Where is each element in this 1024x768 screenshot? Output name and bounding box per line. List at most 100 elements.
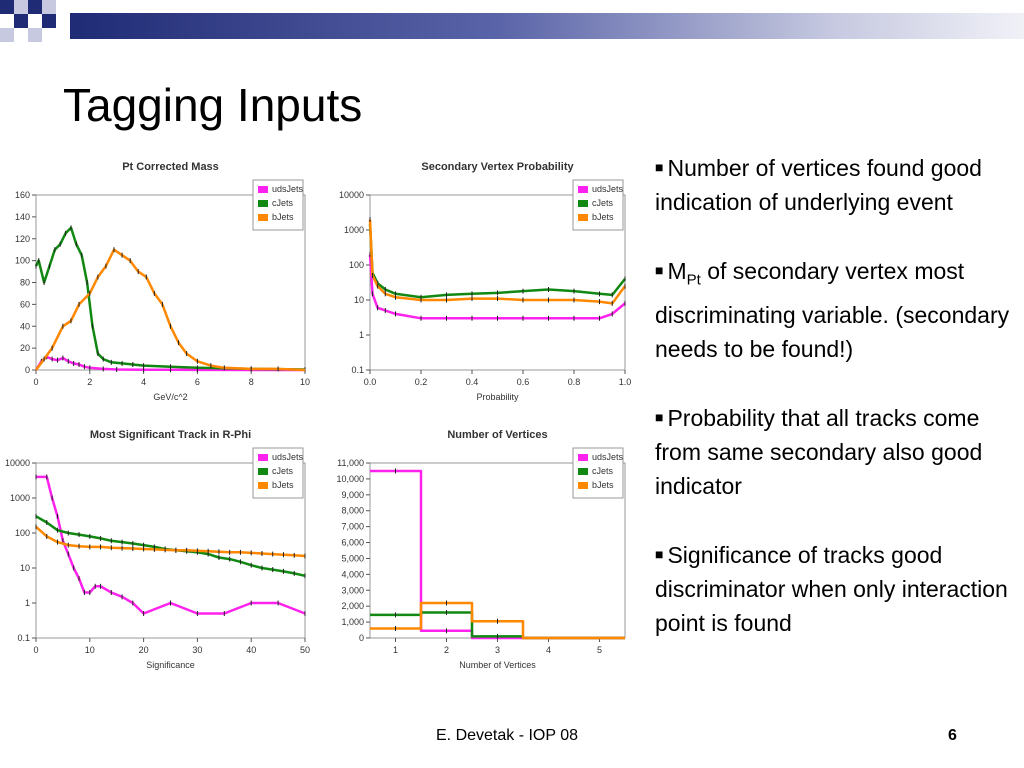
legend-label-bjets: bJets — [592, 480, 614, 490]
y-tick-label: 10 — [20, 563, 30, 573]
legend-swatch-udsjets — [258, 454, 268, 461]
y-tick-label: 80 — [20, 278, 30, 288]
y-tick-label: 160 — [15, 190, 30, 200]
y-tick-label: 9,000 — [341, 490, 364, 500]
legend-label-udsjets: udsJets — [592, 184, 624, 194]
x-tick-label: 50 — [300, 645, 310, 655]
legend-label-cjets: cJets — [592, 198, 614, 208]
series-line-bjets — [34, 248, 306, 372]
y-tick-label: 7,000 — [341, 522, 364, 532]
chart-title: Number of Vertices — [447, 429, 547, 441]
x-tick-label: 4 — [546, 645, 551, 655]
x-tick-label: 40 — [246, 645, 256, 655]
plot-frame — [369, 194, 626, 371]
legend-label-bjets: bJets — [592, 212, 614, 222]
x-tick-label: 8 — [249, 377, 254, 387]
x-tick-label: 4 — [141, 377, 146, 387]
y-tick-label: 1,000 — [341, 617, 364, 627]
x-tick-label: 10 — [85, 645, 95, 655]
x-axis-label: Significance — [146, 660, 195, 670]
bullet-marker-icon: ■ — [655, 545, 664, 562]
x-tick-label: 20 — [139, 645, 149, 655]
x-axis-label: Probability — [476, 392, 519, 402]
x-tick-label: 0 — [33, 645, 38, 655]
x-tick-label: 3 — [495, 645, 500, 655]
series-line-cjets — [34, 226, 306, 371]
legend-swatch-udsjets — [578, 186, 588, 193]
chart-title: Pt Corrected Mass — [122, 161, 219, 173]
chart-svg: Number of Vertices 0 1,000 2,000 3,000 4,000 5… — [336, 429, 626, 670]
chart-svg: Most Significant Track in R-Phi0.1110100… — [5, 429, 310, 670]
chart-most-significant-track: Most Significant Track in R-Phi 0.1 1 10 100… — [0, 418, 325, 683]
y-tick-label: 5,000 — [341, 553, 364, 563]
x-tick-label: 0.0 — [364, 377, 377, 387]
y-tick-label: 1000 — [344, 225, 364, 235]
y-tick-label: 10,000 — [336, 474, 364, 484]
legend-label-cjets: cJets — [592, 466, 614, 476]
x-tick-label: 5 — [597, 645, 602, 655]
x-tick-label: 2 — [87, 377, 92, 387]
deco-square-5 — [14, 14, 28, 28]
deco-square-1 — [0, 0, 14, 14]
legend-label-cjets: cJets — [272, 466, 294, 476]
x-axis-label: GeV/c^2 — [153, 392, 187, 402]
y-tick-label: 60 — [20, 299, 30, 309]
x-tick-label: 0.6 — [517, 377, 530, 387]
legend-swatch-cjets — [258, 200, 268, 207]
y-tick-label: 0 — [359, 633, 364, 643]
chart-number-of-vertices: Number of Vertices 0 1,000 2,000 3,000 4,000 5… — [325, 418, 650, 683]
deco-square-4 — [42, 0, 56, 14]
legend-label-udsjets: udsJets — [272, 184, 304, 194]
y-tick-label: 1000 — [10, 493, 30, 503]
bullet-marker-icon: ■ — [655, 408, 664, 425]
bullet-text: Number of vertices found good indication… — [655, 155, 982, 215]
bullet-marker-icon: ■ — [655, 262, 664, 278]
x-tick-label: 10 — [300, 377, 310, 387]
legend-swatch-bjets — [578, 482, 588, 489]
series-line-udsjets — [368, 254, 626, 320]
deco-square-2 — [14, 0, 28, 14]
y-tick-label: 3,000 — [341, 585, 364, 595]
title-bar-gradient — [70, 13, 1024, 39]
y-tick-label: 100 — [15, 256, 30, 266]
chart-secondary-vertex-probability: Secondary Vertex Probability 0.1 1 10 100 100… — [325, 150, 650, 415]
legend-swatch-bjets — [578, 214, 588, 221]
x-axis-label: Number of Vertices — [459, 660, 536, 670]
y-tick-label: 140 — [15, 212, 30, 222]
bullet-text: Significance of tracks good discriminato… — [655, 541, 1008, 636]
x-tick-label: 0.4 — [466, 377, 479, 387]
deco-square-3 — [28, 0, 42, 14]
bullet-item: ■ Number of vertices found good indicatio… — [655, 150, 1020, 219]
y-tick-label: 4,000 — [341, 569, 364, 579]
slide-title: Tagging Inputs — [63, 79, 363, 131]
bullet-item: ■ Probability that all tracks come from s… — [655, 400, 1020, 503]
y-tick-label: 0.1 — [17, 633, 30, 643]
y-tick-label: 2,000 — [341, 601, 364, 611]
y-tick-label: 0.1 — [351, 365, 364, 375]
chart-pt-corrected-mass: Pt Corrected Mass 0 20 40 60 80 100 120 140 160 0 2… — [0, 150, 325, 415]
x-tick-label: 2 — [444, 645, 449, 655]
bullet-text: of secondary vertex most discriminating … — [655, 258, 1010, 362]
bullet-marker-icon: ■ — [655, 159, 664, 175]
bullet-item: ■ MPt of secondary vertex most discrimina… — [655, 253, 1020, 366]
legend-swatch-udsjets — [578, 454, 588, 461]
chart-svg: Secondary Vertex Probability 0.1 1 10 100 100… — [339, 161, 631, 402]
y-tick-label: 100 — [15, 528, 30, 538]
legend-swatch-bjets — [258, 214, 268, 221]
page-number: 6 — [948, 727, 957, 744]
y-tick-label: 1 — [359, 330, 364, 340]
x-tick-label: 30 — [192, 645, 202, 655]
legend-label-udsjets: udsJets — [272, 452, 304, 462]
bullet-subscript: Pt — [686, 271, 701, 289]
series-line-bjets — [370, 601, 625, 640]
legend-label-cjets: cJets — [272, 198, 294, 208]
y-tick-label: 8,000 — [341, 506, 364, 516]
x-tick-label: 0.8 — [568, 377, 581, 387]
series-line-cjets — [368, 223, 626, 299]
legend-swatch-bjets — [258, 482, 268, 489]
x-tick-label: 0.2 — [415, 377, 428, 387]
bullet-prefix: M — [667, 258, 687, 284]
legend-label-bjets: bJets — [272, 212, 294, 222]
bullet-text: Probability that all tracks come from sa… — [655, 404, 983, 499]
legend-swatch-cjets — [258, 468, 268, 475]
